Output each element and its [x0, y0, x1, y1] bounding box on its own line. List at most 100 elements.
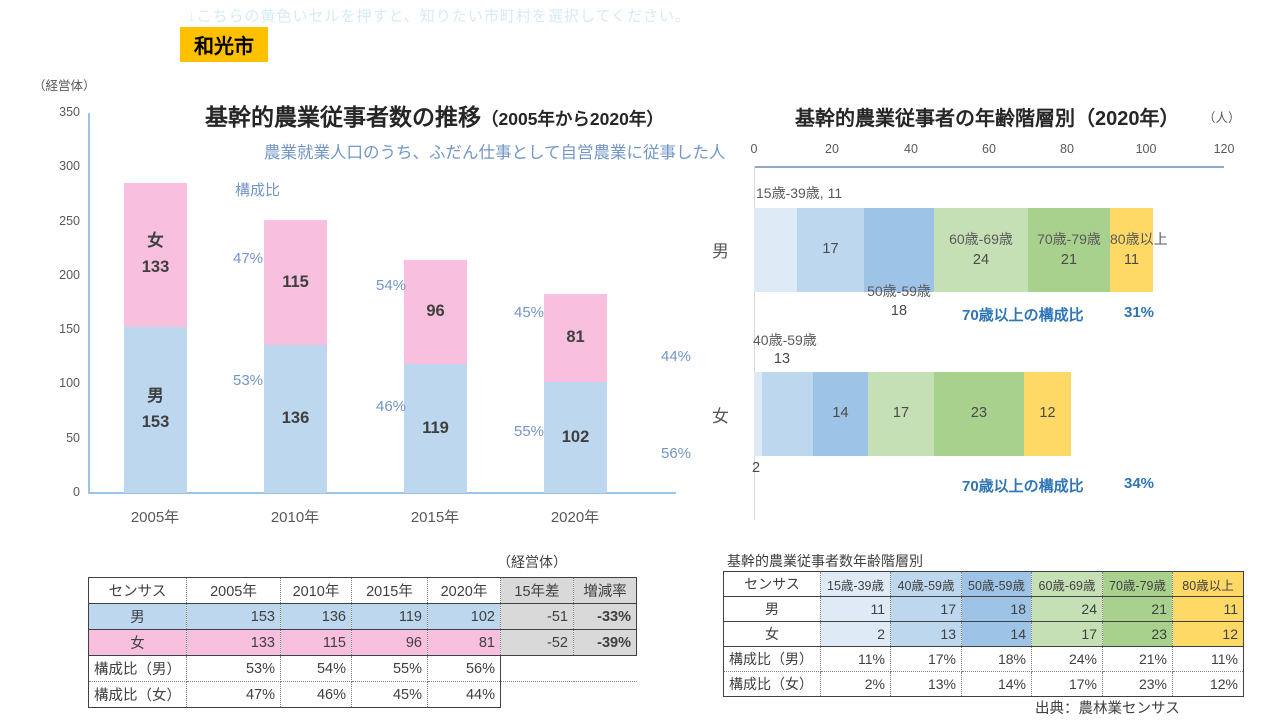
left-table: センサス 2005年 2010年 2015年 2020年 15年差 増減率 男 … — [88, 577, 637, 708]
rt-femalepct-label: 構成比（女） — [723, 671, 821, 697]
right-table-header-row: センサス 15歳-39歳 40歳-59歳 50歳-59歳 60歳-69歳 70歳… — [723, 571, 1244, 597]
pct-2005-female: 47% — [233, 250, 264, 267]
female-seg-15-39 — [754, 372, 762, 456]
left-chart-x-axis — [88, 492, 676, 494]
lt-malepct-2020: 56% — [427, 655, 501, 682]
rt-male-label: 男 — [723, 596, 821, 622]
rt-female-70-79: 23 — [1102, 621, 1173, 647]
male-seg-60-69: 60歳-69歳 24 — [934, 208, 1028, 292]
rt-femalepct-15-39: 2% — [820, 671, 891, 697]
male-seg-70-79-value: 21 — [1060, 251, 1078, 268]
bar-2015-female: 96 — [404, 260, 467, 364]
x-tick-0: 0 — [750, 142, 758, 156]
bar-2015-male: 119 — [404, 364, 467, 493]
lt-female-diff: -52 — [500, 629, 574, 656]
y-tick-350: 350 — [59, 105, 80, 119]
left-chart-title-main: 基幹的農業従事者数の推移 — [205, 104, 481, 130]
female-seg-60-69: 17 — [868, 372, 934, 456]
y-tick-50: 50 — [66, 431, 80, 445]
right-table: センサス 15歳-39歳 40歳-59歳 50歳-59歳 60歳-69歳 70歳… — [723, 571, 1244, 697]
rt-malepct-label: 構成比（男） — [723, 646, 821, 672]
female-row-label: 女 — [712, 407, 729, 426]
city-selector-cell[interactable]: 和光市 — [180, 27, 268, 62]
source-note: 出典：農林業センサス — [1035, 701, 1180, 717]
lt-h-rate: 増減率 — [573, 577, 637, 604]
lt-male-label: 男 — [88, 603, 187, 630]
bar-2015-male-value: 119 — [422, 418, 449, 437]
male-seg-80plus-value: 11 — [1123, 251, 1140, 268]
rt-femalepct-70-79: 23% — [1102, 671, 1173, 697]
male-seg-50-59-value: 18 — [890, 303, 908, 319]
lt-male-2020: 102 — [427, 603, 501, 630]
rt-femalepct-60-69: 17% — [1031, 671, 1103, 697]
right-chart-unit-label: （人） — [1203, 111, 1241, 125]
rt-h-80plus: 80歳以上 — [1172, 571, 1244, 597]
y-tick-250: 250 — [59, 214, 80, 228]
lt-malepct-2005: 53% — [186, 655, 281, 682]
right-chart-x-axis — [754, 166, 1224, 168]
bar-2010-male: 136 — [264, 345, 327, 493]
right-table-title: 基幹的農業従事者数年齢階層別 — [727, 553, 923, 569]
male-over70-ratio-label: 70歳以上の構成比 — [962, 307, 1084, 324]
lt-empty-cell — [500, 681, 574, 708]
right-chart-category-axis — [754, 166, 755, 520]
female-over70-ratio-value: 34% — [1124, 475, 1155, 492]
rt-female-label: 女 — [723, 621, 821, 647]
left-chart-unit-label: （経営体） — [33, 79, 96, 93]
lt-female-label: 女 — [88, 629, 187, 656]
lt-female-rate: -39% — [573, 629, 637, 656]
bar-2005-female-value: 133 — [141, 258, 170, 276]
lt-male-2010: 136 — [280, 603, 352, 630]
right-chart-title: 基幹的農業従事者の年齢階層別（2020年） — [795, 108, 1180, 130]
rt-femalepct-40-59: 13% — [890, 671, 962, 697]
male-series-name: 男 — [147, 387, 164, 406]
lt-female-2005: 133 — [186, 629, 281, 656]
bar-2015-female-value: 96 — [426, 302, 445, 321]
female-age2-callout-value: 13 — [773, 351, 791, 367]
rt-female-15-39: 2 — [820, 621, 891, 647]
lt-femalepct-2020: 44% — [427, 681, 501, 708]
bar-2010-female: 115 — [264, 220, 327, 345]
rt-h-50-59: 50歳-59歳 — [961, 571, 1032, 597]
male-age1-callout: 15歳-39歳, 11 — [756, 185, 843, 201]
right-table-female-pct-row: 構成比（女） 2% 13% 14% 17% 23% 12% — [723, 671, 1244, 697]
left-table-unit-label: （経営体） — [497, 554, 567, 570]
lt-male-2005: 153 — [186, 603, 281, 630]
rt-malepct-80plus: 11% — [1172, 646, 1244, 672]
rt-h-40-59: 40歳-59歳 — [890, 571, 962, 597]
lt-empty-cell — [573, 655, 637, 682]
rt-female-60-69: 17 — [1031, 621, 1103, 647]
female-seg-60-69-value: 17 — [892, 405, 910, 422]
female-seg-70-79: 23 — [934, 372, 1024, 456]
rt-malepct-15-39: 11% — [820, 646, 891, 672]
y-tick-300: 300 — [59, 159, 80, 173]
male-seg-40-59-value: 17 — [822, 241, 839, 258]
lt-female-2010: 115 — [280, 629, 352, 656]
male-seg-80plus-label: 80歳以上 — [1110, 230, 1168, 247]
female-seg-80plus: 12 — [1024, 372, 1071, 456]
left-chart-title-paren: （2005年から2020年） — [481, 109, 664, 129]
pct-2010-male: 54% — [376, 277, 407, 294]
female-seg-70-79-value: 23 — [970, 405, 988, 422]
lt-femalepct-2015: 45% — [351, 681, 428, 708]
rt-female-80plus: 12 — [1172, 621, 1244, 647]
selector-instruction-note: ↓こちらの黄色いセルを押すと、知りたい市町村を選択してください。 — [188, 8, 692, 25]
left-table-female-row: 女 133 115 96 81 -52 -39% — [88, 629, 637, 656]
bar-2020-male: 102 — [544, 382, 607, 493]
lt-male-diff: -51 — [500, 603, 574, 630]
lt-femalepct-2005: 47% — [186, 681, 281, 708]
rt-male-15-39: 11 — [820, 596, 891, 622]
x-label-2005: 2005年 — [130, 509, 180, 526]
female-seg-50-59-value: 14 — [832, 405, 849, 422]
left-table-female-pct-row: 構成比（女） 47% 46% 45% 44% — [88, 681, 637, 708]
lt-female-2020: 81 — [427, 629, 501, 656]
lt-femalepct-label: 構成比（女） — [88, 681, 187, 708]
left-chart-subtitle: 農業就業人口のうち、ふだん仕事として自営農業に従事した人 — [264, 144, 726, 162]
male-seg-70-79: 70歳-79歳 21 — [1028, 208, 1110, 292]
x-label-2015: 2015年 — [410, 509, 460, 526]
rt-male-80plus: 11 — [1172, 596, 1244, 622]
rt-malepct-60-69: 24% — [1031, 646, 1103, 672]
male-seg-50-59 — [864, 208, 934, 292]
rt-femalepct-80plus: 12% — [1172, 671, 1244, 697]
right-table-female-row: 女 2 13 14 17 23 12 — [723, 621, 1244, 647]
